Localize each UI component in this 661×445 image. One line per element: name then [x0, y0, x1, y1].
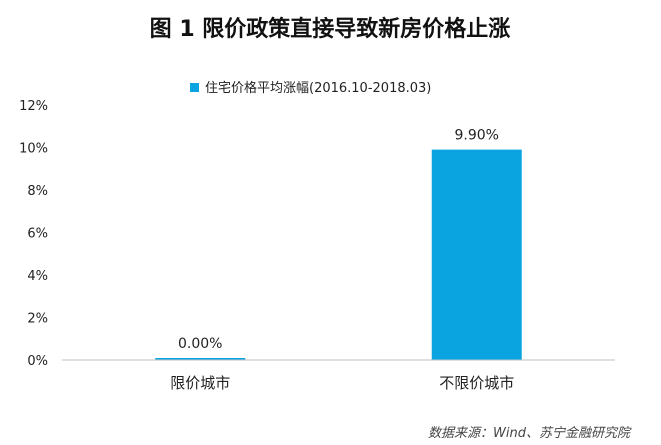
bars: 0.00% 9.90% — [155, 128, 522, 360]
y-tick-label: 0% — [27, 354, 48, 369]
bar — [155, 358, 246, 360]
y-tick-label: 12% — [19, 99, 48, 114]
source-note: 数据来源：Wind、苏宁金融研究院 — [428, 425, 632, 441]
x-axis: 限价城市 不限价城市 — [170, 374, 514, 392]
y-tick-label: 8% — [27, 184, 48, 199]
bar-value-label: 9.90% — [455, 128, 499, 144]
y-tick-label: 10% — [19, 142, 48, 157]
x-category-label: 不限价城市 — [439, 374, 514, 392]
bar — [431, 149, 522, 360]
bar-value-label: 0.00% — [178, 336, 222, 352]
y-tick-label: 2% — [27, 312, 48, 327]
y-tick-label: 4% — [27, 269, 48, 284]
legend-label: 住宅价格平均涨幅(2016.10-2018.03) — [205, 80, 431, 96]
x-category-label: 限价城市 — [170, 374, 230, 392]
y-tick-label: 6% — [27, 227, 48, 242]
y-axis: 0% 2% 4% 6% 8% 10% 12% — [19, 99, 48, 369]
chart-title: 图 1 限价政策直接导致新房价格止涨 — [150, 16, 511, 42]
legend-swatch — [190, 83, 199, 92]
